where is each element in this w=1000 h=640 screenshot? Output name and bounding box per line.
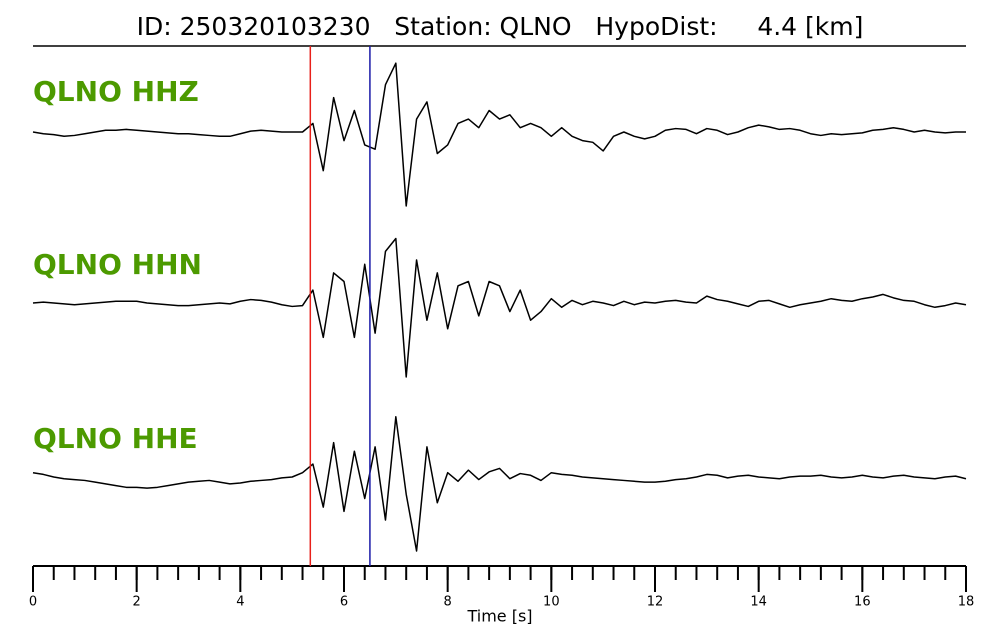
x-tick-label: 16	[854, 595, 871, 610]
x-tick-label: 0	[29, 595, 37, 610]
trace-label: QLNO HHZ	[33, 75, 199, 108]
trace-label: QLNO HHN	[33, 248, 202, 281]
x-tick-label: 6	[340, 595, 348, 610]
x-tick-label: 18	[958, 595, 975, 610]
x-tick-label: 4	[236, 595, 244, 610]
waveform	[32, 62, 966, 207]
trace-label: QLNO HHE	[33, 422, 198, 455]
x-axis-label: Time [s]	[466, 607, 532, 626]
waveform	[32, 237, 967, 378]
waveform	[32, 416, 967, 552]
x-tick-label: 14	[750, 595, 767, 610]
chart-title: ID: 250320103230 Station: QLNO HypoDist:…	[137, 12, 864, 41]
x-tick-label: 12	[647, 595, 664, 610]
x-tick-label: 8	[444, 595, 452, 610]
x-tick-label: 2	[133, 595, 141, 610]
x-tick-label: 10	[543, 595, 560, 610]
